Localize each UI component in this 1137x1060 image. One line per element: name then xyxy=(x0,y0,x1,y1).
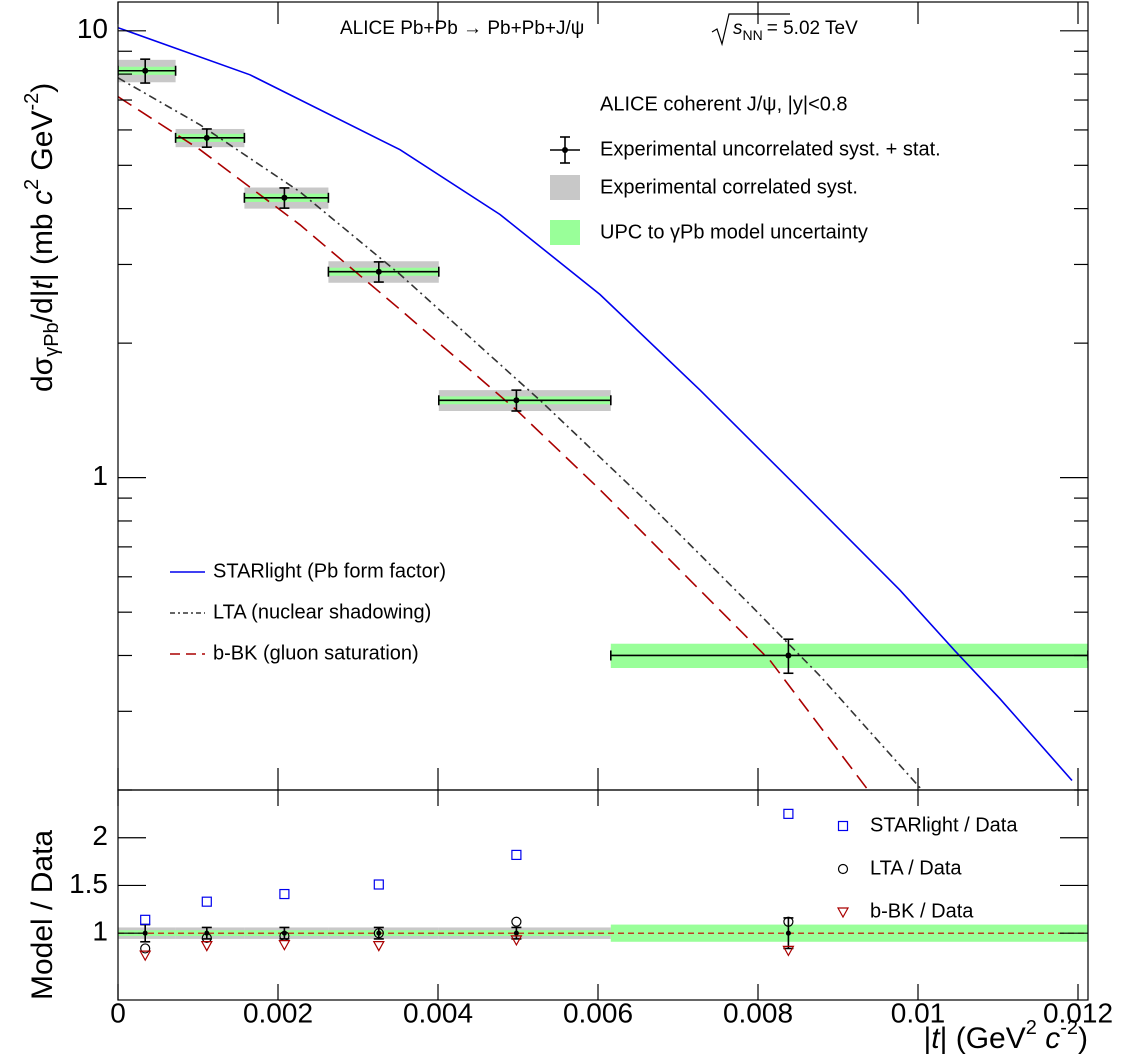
ratio-model-box xyxy=(438,930,611,937)
x-tick-label: 0 xyxy=(110,997,126,1028)
data-point xyxy=(281,194,288,201)
ratio-marker xyxy=(279,888,290,900)
ratio-marker xyxy=(140,943,151,954)
sqrt-sign xyxy=(711,13,790,47)
ratio-marker xyxy=(372,940,385,952)
ratio-marker xyxy=(373,928,384,939)
x-label-part: t xyxy=(931,1022,941,1055)
ratio-marker xyxy=(783,808,794,819)
x-label-part: ) xyxy=(1078,1022,1088,1055)
data-point xyxy=(142,67,149,74)
ratio-y-tick-label: 2 xyxy=(92,820,108,851)
y-label-part: 2 xyxy=(21,179,43,190)
y-label-part: c xyxy=(26,190,59,205)
legend-label: LTA / Data xyxy=(870,857,962,879)
ratio-marker xyxy=(201,896,212,907)
legend-label: Experimental correlated syst. xyxy=(600,176,858,198)
x-label-part: | xyxy=(923,1022,931,1055)
y-label-part: γPb xyxy=(41,322,63,356)
ratio-y-label: Model / Data xyxy=(26,830,59,1000)
ratio-marker xyxy=(782,945,795,957)
ratio-marker xyxy=(837,863,849,875)
ratio-plot xyxy=(118,808,1088,962)
legend-header: ALICE coherent J/ψ, |y|<0.8 xyxy=(600,93,848,115)
top-plot xyxy=(118,26,1088,790)
legend-swatch xyxy=(550,175,580,200)
ratio-marker xyxy=(511,916,522,927)
legend-label: Experimental uncorrelated syst. + stat. xyxy=(600,138,941,160)
data-point xyxy=(513,397,520,404)
legend-symbol xyxy=(562,147,568,153)
ratio-frame xyxy=(117,789,1089,1001)
y-label-part: ) xyxy=(26,83,59,93)
y-label-part: | (mb xyxy=(26,205,59,281)
legend-label: STARlight / Data xyxy=(870,814,1018,836)
y-label-part: t xyxy=(26,280,59,290)
x-label-part: -2 xyxy=(1060,1017,1078,1039)
ratio-marker xyxy=(373,879,384,890)
y-label-part: -2 xyxy=(21,93,43,111)
y-axis-label: dσγPb/d|t| (mb c2 GeV-2) xyxy=(21,83,63,392)
ratio-marker xyxy=(783,916,794,927)
y-tick-label: 10 xyxy=(77,13,108,44)
energy-value: = 5.02 TeV xyxy=(767,18,858,39)
ratio-y-tick-label: 1 xyxy=(92,916,108,947)
plot-area xyxy=(118,26,1088,962)
energy-label: sNN = 5.02 TeV xyxy=(733,18,858,43)
legend-swatch xyxy=(550,220,580,245)
y-label-part: dσ xyxy=(26,356,59,392)
data-point xyxy=(375,268,382,275)
y-label-part: GeV xyxy=(26,111,59,179)
x-tick-label: 0.004 xyxy=(403,997,473,1028)
legend-label: b-BK / Data xyxy=(870,900,974,922)
energy-symbol: s xyxy=(733,18,743,39)
ratio-marker xyxy=(278,940,291,951)
ratio-data-point xyxy=(785,930,791,936)
model-curve xyxy=(118,26,1073,782)
ratio-marker xyxy=(510,935,523,947)
legend-label: STARlight (Pb form factor) xyxy=(213,560,446,582)
y-label-part: /d| xyxy=(26,290,59,323)
ratio-y-tick-label: 1.5 xyxy=(69,868,108,899)
ratio-marker xyxy=(511,849,522,861)
x-tick-label: 0.01 xyxy=(891,997,946,1028)
model-curve xyxy=(118,96,869,790)
x-label-part: 2 xyxy=(1026,1017,1037,1039)
data-point xyxy=(203,134,210,141)
y-tick-label: 1 xyxy=(92,460,108,491)
ratio-data-point xyxy=(376,930,382,936)
energy-subscript: NN xyxy=(743,27,763,43)
ratio-data-point xyxy=(513,930,519,936)
chart-title: ALICE Pb+Pb → Pb+Pb+J/ψ xyxy=(340,18,584,39)
legend-label: UPC to γPb model uncertainty xyxy=(600,221,868,243)
legend-label: LTA (nuclear shadowing) xyxy=(213,601,431,623)
legend-label: b-BK (gluon saturation) xyxy=(213,642,419,664)
x-tick-label: 0.006 xyxy=(563,997,633,1028)
x-tick-label: 0.008 xyxy=(723,997,793,1028)
x-label-part: | (GeV xyxy=(940,1022,1026,1055)
ratio-marker xyxy=(837,820,849,832)
data-point xyxy=(785,652,792,659)
ratio-marker xyxy=(200,940,213,952)
x-tick-label: 0.002 xyxy=(243,997,313,1028)
ratio-marker xyxy=(836,907,850,919)
x-tick-label: 0.012 xyxy=(1043,997,1113,1028)
ratio-marker xyxy=(140,914,151,925)
x-axis-label: |t| (GeV2 c-2) xyxy=(923,1017,1088,1055)
ratio-marker xyxy=(139,950,152,962)
ratio-marker xyxy=(201,932,212,944)
x-label-part: c xyxy=(1045,1022,1060,1055)
